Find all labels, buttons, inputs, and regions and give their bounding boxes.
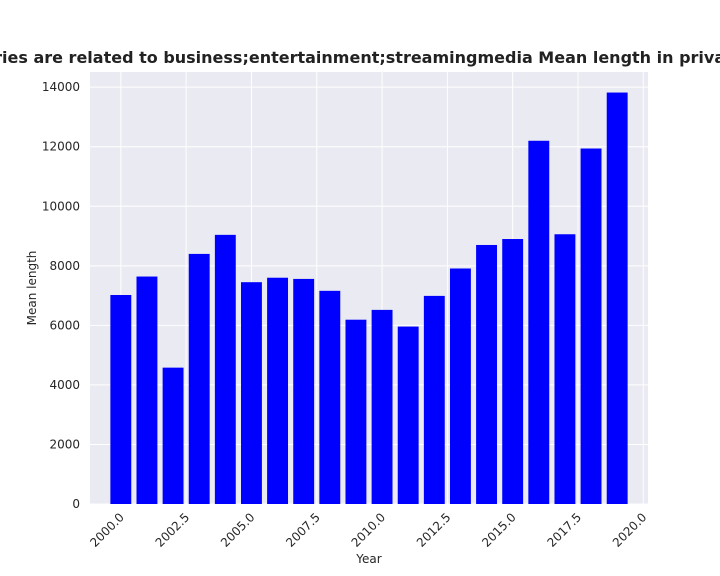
bar	[345, 319, 367, 504]
bar	[136, 276, 158, 504]
x-tick-label: 2000.0	[87, 510, 127, 550]
y-tick-label: 2000	[49, 437, 80, 451]
chart-title: Categories are related to business;enter…	[0, 48, 720, 67]
bar	[476, 244, 498, 504]
x-axis-label: Year	[355, 552, 381, 566]
y-tick-label: 12000	[42, 140, 80, 154]
bar	[293, 278, 315, 504]
bar	[162, 367, 184, 504]
x-tick-label: 2002.5	[153, 510, 193, 550]
x-tick-label: 2012.5	[414, 510, 454, 550]
bar	[606, 92, 628, 504]
bar	[397, 326, 419, 504]
y-tick-label: 0	[72, 497, 80, 511]
bar	[423, 295, 445, 504]
y-tick-label: 4000	[49, 378, 80, 392]
bars	[110, 92, 628, 505]
bar	[267, 277, 289, 504]
x-tick-label: 2015.0	[479, 510, 519, 550]
x-tick-label: 2005.0	[218, 510, 258, 550]
bar	[554, 234, 576, 505]
bar	[110, 294, 132, 504]
y-tick-labels: 0 2000 4000 6000 8000 10000 12000 14000	[42, 80, 80, 511]
y-tick-label: 10000	[42, 199, 80, 213]
x-tick-label: 2020.0	[610, 510, 650, 550]
bar	[580, 148, 602, 504]
y-tick-label: 8000	[49, 259, 80, 273]
bar	[371, 309, 393, 504]
bar	[528, 140, 550, 504]
x-tick-label: 2007.5	[283, 510, 323, 550]
y-tick-label: 6000	[49, 318, 80, 332]
x-tick-labels: 2000.0 2002.5 2005.0 2007.5 2010.0 2012.5 2015…	[87, 510, 649, 550]
bar	[240, 282, 262, 504]
x-tick-label: 2017.5	[545, 510, 585, 550]
y-axis-label: Mean length	[25, 251, 39, 326]
bar	[214, 234, 236, 504]
y-tick-label: 14000	[42, 80, 80, 94]
bar	[319, 290, 341, 504]
bar	[502, 239, 524, 505]
bar	[449, 268, 471, 504]
bar	[188, 253, 210, 504]
x-tick-label: 2010.0	[349, 510, 389, 550]
